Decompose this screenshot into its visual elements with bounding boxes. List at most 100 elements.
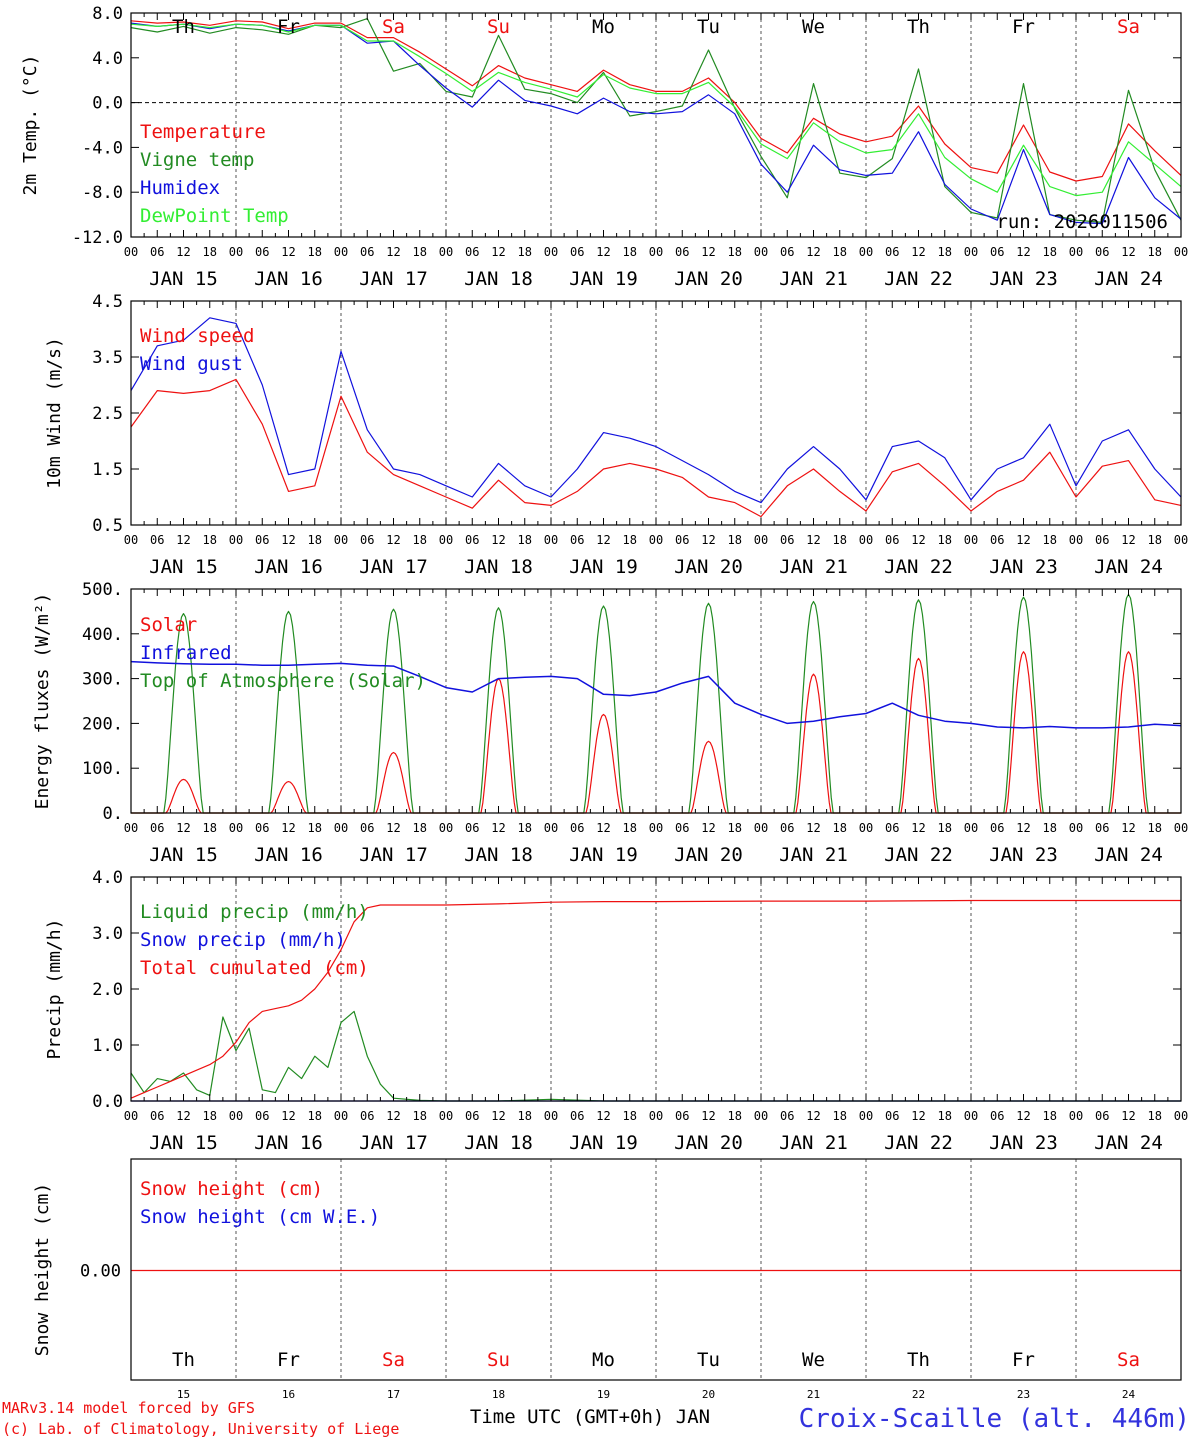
- hour-tick-label: 18: [833, 533, 847, 547]
- panel-frame: [130, 588, 1182, 814]
- weekday-label: Fr: [277, 16, 300, 38]
- y-tick-label: 4.5: [92, 292, 123, 312]
- hour-tick-label: 18: [833, 1109, 847, 1123]
- hour-tick-label: 00: [754, 821, 768, 835]
- y-axis-label: Energy fluxes (W/m²): [32, 593, 53, 810]
- day-number-label: 18: [492, 1388, 505, 1401]
- hour-tick-label: 12: [281, 821, 295, 835]
- hour-tick-label: 00: [649, 533, 663, 547]
- hour-tick-label: 18: [308, 1109, 322, 1123]
- date-label: JAN 24: [1094, 268, 1163, 290]
- series-line-wind-speed: [130, 378, 1182, 518]
- hour-tick-label: 12: [596, 245, 610, 259]
- hour-tick-label: 18: [1148, 533, 1162, 547]
- weekday-label: Tu: [697, 16, 720, 38]
- hour-tick-label: 18: [1043, 821, 1057, 835]
- date-label: JAN 17: [359, 268, 428, 290]
- hour-tick-label: 00: [859, 533, 873, 547]
- date-label: JAN 24: [1094, 844, 1163, 866]
- date-label: JAN 18: [464, 1132, 533, 1154]
- hour-tick-label: 06: [675, 245, 689, 259]
- hour-tick-label: 06: [675, 821, 689, 835]
- hour-tick-label: 06: [150, 821, 164, 835]
- date-label: JAN 23: [989, 556, 1058, 578]
- date-label: JAN 20: [674, 268, 743, 290]
- legend-entry: Infrared: [140, 642, 232, 664]
- hour-tick-label: 06: [885, 533, 899, 547]
- hour-tick-label: 00: [334, 1109, 348, 1123]
- y-tick-label: 400.: [82, 625, 123, 645]
- hour-tick-label: 00: [649, 245, 663, 259]
- hour-tick-label: 18: [833, 821, 847, 835]
- hour-tick-label: 00: [1174, 1109, 1188, 1123]
- hour-tick-label: 12: [176, 533, 190, 547]
- hour-tick-label: 00: [439, 533, 453, 547]
- weekday-label: Sa: [1117, 1349, 1140, 1371]
- y-tick-label: 4.0: [92, 868, 123, 888]
- grid-layer: [131, 13, 1181, 1380]
- date-label: JAN 17: [359, 556, 428, 578]
- legend-entry: Humidex: [140, 177, 220, 199]
- hour-tick-label: 06: [465, 533, 479, 547]
- hour-tick-label: 12: [1016, 1109, 1030, 1123]
- series-line-temperature: [130, 20, 1182, 182]
- hour-tick-label: 00: [754, 1109, 768, 1123]
- hour-tick-label: 00: [229, 1109, 243, 1123]
- hour-tick-label: 18: [308, 821, 322, 835]
- hour-tick-label: 00: [544, 1109, 558, 1123]
- date-label: JAN 16: [254, 556, 323, 578]
- hour-tick-label: 12: [281, 245, 295, 259]
- hour-tick-label: 18: [728, 245, 742, 259]
- hour-tick-label: 18: [203, 1109, 217, 1123]
- hour-tick-label: 00: [754, 533, 768, 547]
- hour-tick-label: 06: [570, 821, 584, 835]
- hour-tick-label: 06: [990, 245, 1004, 259]
- hour-tick-label: 12: [911, 533, 925, 547]
- hour-tick-label: 12: [806, 533, 820, 547]
- hour-tick-label: 18: [623, 1109, 637, 1123]
- y-tick-label: -8.0: [82, 183, 123, 203]
- series-line-vigne-temp: [130, 18, 1182, 223]
- y-tick-label: 0.0: [92, 94, 123, 114]
- hour-tick-label: 00: [649, 821, 663, 835]
- hour-tick-label: 12: [176, 245, 190, 259]
- hour-tick-label: 06: [150, 533, 164, 547]
- hour-tick-label: 00: [964, 245, 978, 259]
- date-label: JAN 18: [464, 556, 533, 578]
- hour-tick-label: 18: [1148, 1109, 1162, 1123]
- date-label: JAN 22: [884, 268, 953, 290]
- weekday-label: Tu: [697, 1349, 720, 1371]
- y-tick-label: -12.0: [72, 228, 123, 248]
- hour-tick-label: 00: [334, 821, 348, 835]
- hour-tick-label: 06: [675, 1109, 689, 1123]
- y-tick-label: 2.5: [92, 404, 123, 424]
- weekday-label: Sa: [1117, 16, 1140, 38]
- date-label: JAN 22: [884, 556, 953, 578]
- text-layer: 2m Temp. (°C)00 06 12 18 00 06 12 18 00 06 12 18 00 0…: [20, 4, 1188, 1401]
- hour-tick-label: 18: [203, 533, 217, 547]
- hour-tick-label: 06: [780, 245, 794, 259]
- hour-tick-label: 00: [124, 1109, 138, 1123]
- hour-tick-label: 00: [964, 821, 978, 835]
- day-number-label: 15: [177, 1388, 190, 1401]
- hour-tick-label: 18: [518, 821, 532, 835]
- date-label: JAN 19: [569, 844, 638, 866]
- day-number-label: 24: [1122, 1388, 1136, 1401]
- hour-tick-label: 18: [308, 533, 322, 547]
- hour-tick-label: 18: [203, 821, 217, 835]
- date-label: JAN 20: [674, 556, 743, 578]
- hour-tick-label: 12: [701, 1109, 715, 1123]
- legend-entry: Liquid precip (mm/h): [140, 901, 369, 923]
- hour-tick-label: 06: [1095, 821, 1109, 835]
- y-axis-label: Precip (mm/h): [44, 919, 65, 1060]
- hour-tick-label: 06: [990, 1109, 1004, 1123]
- hour-tick-label: 06: [1095, 533, 1109, 547]
- hour-tick-label: 12: [806, 821, 820, 835]
- weekday-label: Th: [172, 1349, 195, 1371]
- hour-tick-label: 18: [1043, 533, 1057, 547]
- hour-tick-label: 12: [281, 533, 295, 547]
- hour-tick-label: 18: [938, 1109, 952, 1123]
- hour-tick-label: 18: [833, 245, 847, 259]
- hour-tick-label: 12: [386, 245, 400, 259]
- hour-tick-label: 00: [964, 533, 978, 547]
